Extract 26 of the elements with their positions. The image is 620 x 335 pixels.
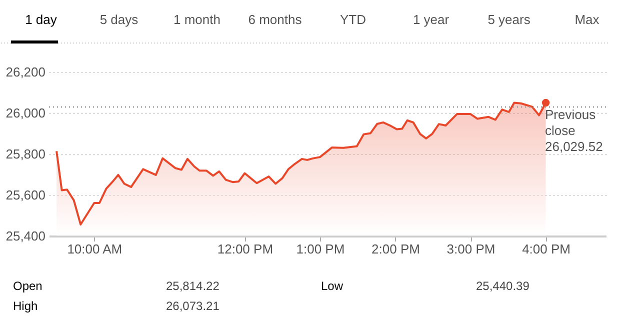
x-tick-label: 2:00 PM	[372, 242, 420, 256]
y-tick-label: 26,000	[6, 106, 46, 120]
text: 1 day	[25, 12, 58, 27]
text: 1 month	[174, 12, 220, 27]
text: Open	[13, 279, 42, 293]
y-tick-label: 26,200	[6, 64, 46, 80]
text: Low	[321, 279, 344, 293]
y-tick-label: 25,800	[6, 146, 46, 162]
text: 26,073.21	[166, 299, 220, 313]
text: Max	[574, 12, 600, 27]
x-tick-label: 3:00 PM	[446, 242, 496, 256]
text: High	[13, 299, 38, 313]
ref-line-label: Previous close 26,029.52	[545, 106, 603, 154]
x-tick-label: 12:00 PM	[217, 242, 274, 256]
text: 5 days	[100, 12, 139, 27]
text: YTD	[340, 12, 366, 27]
text: 6 months	[248, 12, 302, 27]
text: 1 year	[412, 12, 450, 27]
y-tick-label: 25,600	[6, 188, 46, 202]
text: 5 years	[488, 12, 531, 27]
x-tick-label: 4:00 PM	[522, 242, 570, 256]
x-tick-label: 10:00 AM	[67, 242, 122, 256]
text: 25,440.39	[476, 279, 530, 293]
x-tick-label: 1:00 PM	[296, 242, 345, 256]
y-tick-label: 25,400	[6, 228, 46, 244]
text: 25,814.22	[166, 279, 220, 293]
